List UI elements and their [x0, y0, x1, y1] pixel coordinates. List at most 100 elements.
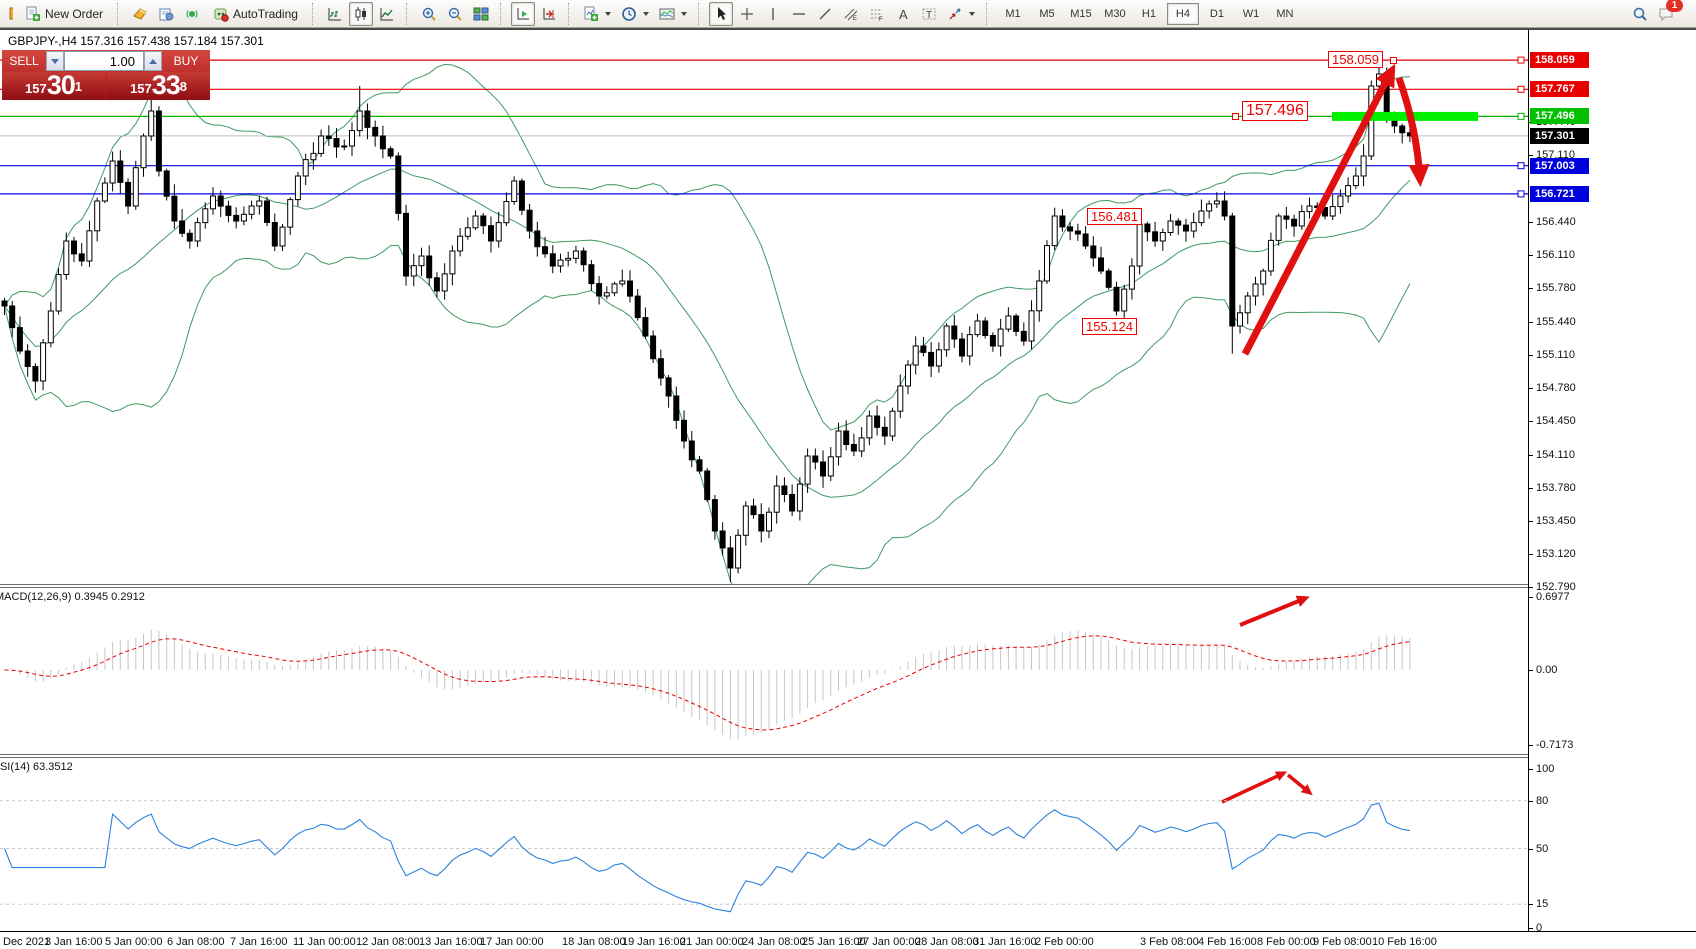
horizontal-line-button[interactable]	[787, 2, 811, 26]
new-order-button[interactable]: New Order	[18, 2, 110, 26]
candle-down	[1283, 215, 1290, 220]
price-pane[interactable]: GBPJPY-,H4 157.316 157.438 157.184 157.3…	[0, 30, 1528, 584]
fibonacci-button[interactable]: F	[865, 2, 889, 26]
tf-button-H1[interactable]: H1	[1141, 7, 1156, 20]
bid-price-button[interactable]: 157 30 1	[2, 72, 105, 100]
tf-button-M15[interactable]: M15	[1070, 7, 1092, 20]
line-chart-button[interactable]	[375, 2, 399, 26]
trend-arrow	[1239, 595, 1310, 627]
annotation-label-158.059[interactable]: 158.059	[1328, 51, 1383, 68]
candle-down	[233, 214, 240, 222]
cursor-button[interactable]	[708, 1, 733, 26]
candle-up	[1051, 215, 1058, 247]
chart-properties-button[interactable]	[128, 2, 152, 26]
annotation-label-157.496[interactable]: 157.496	[1242, 101, 1308, 121]
zoom-out-icon	[448, 7, 462, 21]
price-tick-label: 154.780	[1536, 382, 1576, 394]
time-label: 6 Jan 08:00	[167, 936, 225, 948]
candle-up	[1005, 315, 1012, 330]
bar-chart-button[interactable]	[323, 2, 347, 26]
buy-button[interactable]: BUY	[173, 54, 199, 68]
tf-button-MN[interactable]: MN	[1276, 7, 1294, 20]
ask-price-button[interactable]: 157 33 8	[107, 72, 210, 100]
profiles-button[interactable]	[154, 2, 178, 26]
svg-text:A: A	[899, 7, 908, 22]
tf-button-H4[interactable]: H4	[1166, 2, 1199, 25]
candle-up	[889, 410, 896, 437]
candle-up	[1329, 206, 1336, 217]
candle-up	[148, 110, 155, 137]
candle-up	[572, 250, 579, 259]
candle-down	[1229, 215, 1236, 327]
tf-button-M1[interactable]: M1	[1005, 7, 1021, 20]
text-label-button[interactable]: T	[917, 2, 941, 26]
candle-down	[426, 255, 433, 279]
time-label: 27 Jan 00:00	[857, 936, 921, 948]
tf-button-M5[interactable]: M5	[1039, 7, 1055, 20]
tf-button-W1[interactable]: W1	[1242, 7, 1260, 20]
candle-up	[966, 334, 973, 357]
tf-button-M30[interactable]: M30	[1104, 7, 1126, 20]
sell-button[interactable]: SELL	[9, 54, 39, 68]
candle-up	[318, 135, 325, 154]
candle-up	[1028, 310, 1035, 342]
zoom-in-button[interactable]	[417, 2, 441, 26]
candle-up	[1237, 312, 1243, 327]
chat-button[interactable]: 1	[1654, 0, 1683, 26]
candle-down	[881, 426, 888, 437]
search-button[interactable]	[1628, 2, 1652, 26]
autoscroll-button[interactable]	[510, 1, 535, 26]
macd-pane[interactable]: MACD(12,26,9) 0.3945 0.2912	[0, 588, 1528, 754]
annotation-label-155.124[interactable]: 155.124	[1082, 318, 1137, 335]
pane-separator[interactable]	[0, 754, 1696, 758]
candle-down	[627, 280, 633, 297]
candle-up	[109, 160, 116, 184]
candle-down	[874, 415, 881, 428]
volume-input[interactable]: 1.00	[64, 51, 144, 71]
indicators-dropdown[interactable]	[579, 2, 615, 26]
annotation-anchor[interactable]	[1390, 57, 1397, 64]
alerts-button[interactable]	[180, 2, 204, 26]
templates-dropdown[interactable]	[655, 2, 691, 26]
time-axis[interactable]: Dec 2021 3 Jan 16:00 5 Jan 00:00 6 Jan 08:0…	[0, 931, 1696, 949]
channel-icon: E	[844, 8, 858, 22]
text-button[interactable]: A	[891, 2, 915, 26]
price-axis[interactable]: 157.440157.110156.440156.110155.780155.4…	[1528, 30, 1696, 934]
tile-windows-button[interactable]	[469, 2, 493, 26]
candle-down	[1399, 125, 1406, 134]
crosshair-button[interactable]	[735, 2, 759, 26]
autotrading-button[interactable]: AutoTrading	[206, 2, 305, 26]
axis-tick	[1529, 388, 1533, 389]
chart-shift-button[interactable]	[537, 2, 561, 26]
vertical-line-button[interactable]	[761, 2, 785, 26]
arrows-dropdown[interactable]	[943, 2, 979, 26]
toolbar-separator	[499, 2, 506, 25]
candle-up	[341, 145, 348, 148]
time-label: 12 Jan 08:00	[356, 936, 420, 948]
periods-dropdown[interactable]	[617, 2, 653, 26]
candle-up	[349, 130, 355, 147]
zoom-out-button[interactable]	[443, 2, 467, 26]
candle-down	[403, 212, 409, 277]
candle-up	[1360, 155, 1367, 177]
candlestick-chart-button[interactable]	[348, 1, 373, 26]
candle-down	[580, 250, 587, 266]
tf-button-D1[interactable]: D1	[1209, 7, 1224, 20]
annotation-anchor[interactable]	[1232, 113, 1239, 120]
bar-chart-icon	[328, 7, 341, 20]
pane-separator[interactable]	[0, 584, 1696, 588]
candle-down	[688, 440, 695, 461]
candle-up	[1337, 195, 1344, 208]
time-label: 3 Jan 16:00	[45, 936, 103, 948]
annotation-label-156.481[interactable]: 156.481	[1087, 208, 1142, 225]
candle-up	[1244, 295, 1251, 314]
channel-button[interactable]: E	[839, 2, 863, 26]
volume-increase-button[interactable]	[144, 51, 162, 71]
new-order-icon	[26, 6, 40, 21]
volume-decrease-button[interactable]	[46, 51, 64, 71]
rsi-pane[interactable]: RSI(14) 63.3512	[0, 758, 1528, 931]
trendline-button[interactable]	[813, 2, 837, 26]
candle-up	[287, 199, 294, 228]
candle-down	[959, 338, 965, 357]
